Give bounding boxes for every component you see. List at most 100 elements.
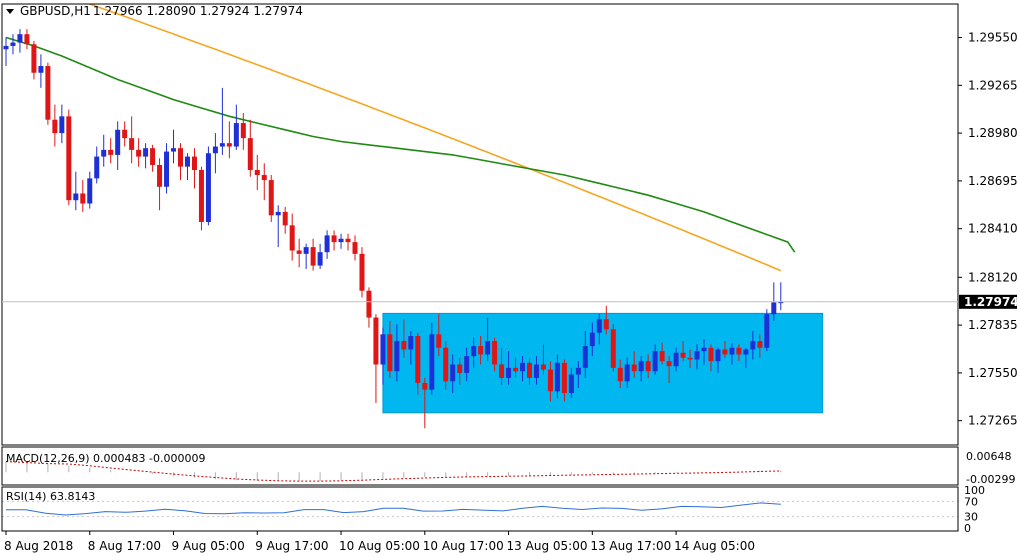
candle-body [722, 349, 728, 355]
candle [226, 121, 232, 159]
candle-body [52, 119, 58, 134]
candle [73, 171, 79, 211]
candle-body [240, 123, 246, 139]
candle [589, 322, 595, 357]
candle-body [31, 44, 37, 73]
candle [513, 357, 519, 378]
time-tick-label: 9 Aug 05:00 [172, 539, 245, 553]
candle [687, 349, 693, 368]
candle [205, 146, 211, 226]
candle-body [478, 346, 484, 355]
candle-body [540, 364, 546, 370]
time-tick-label: 10 Aug 17:00 [423, 539, 504, 553]
candle-body [136, 149, 142, 157]
candle-body [471, 346, 477, 357]
candle-body [129, 138, 135, 150]
candle [540, 344, 546, 375]
candle [429, 322, 435, 395]
candle-body [554, 362, 560, 392]
candle [582, 330, 588, 378]
candle-body [282, 211, 288, 226]
candle [303, 243, 309, 269]
candle-body [624, 364, 630, 382]
time-tick-label: 13 Aug 05:00 [507, 539, 588, 553]
candle-body [506, 367, 512, 378]
candle-body [233, 123, 239, 147]
time-tick-label: 8 Aug 17:00 [88, 539, 161, 553]
price-tick-label: 1.27835 [968, 318, 1018, 332]
candle-body [394, 341, 400, 372]
candle [94, 146, 100, 184]
candle-body [275, 211, 281, 216]
candle [659, 342, 665, 365]
price-tick-label: 1.28695 [968, 174, 1018, 188]
candle [722, 341, 728, 358]
candle-body [708, 347, 714, 362]
candle-body [115, 129, 121, 155]
candle-body [422, 382, 428, 390]
macd-pane-frame [1, 446, 959, 486]
candle [178, 143, 183, 181]
candle-body [94, 156, 100, 179]
candle [254, 154, 260, 191]
candle-body [736, 347, 742, 355]
candle [694, 344, 700, 370]
candle [87, 171, 93, 209]
candle [352, 235, 358, 261]
candle [652, 344, 658, 375]
candle [743, 347, 749, 368]
candle-body [415, 336, 421, 383]
candle [527, 357, 532, 385]
candle [561, 359, 567, 402]
last-price-tag [959, 294, 1017, 309]
price-tick-label: 1.27265 [968, 414, 1018, 428]
candle [324, 230, 330, 259]
rsi-line [6, 502, 781, 516]
candle [624, 357, 630, 388]
sma-fast-line [5, 36, 796, 253]
candle [261, 163, 267, 201]
price-tick-label: 1.28980 [968, 126, 1018, 140]
candle-body [3, 45, 9, 50]
candle [24, 29, 30, 50]
candle [533, 356, 539, 385]
candle [198, 166, 204, 231]
candle-body [59, 116, 65, 134]
candle [275, 205, 281, 248]
candle [380, 327, 386, 385]
symbol-dropdown-icon[interactable] [6, 9, 14, 14]
candle-body [589, 332, 595, 347]
rsi-pane-frame [1, 486, 959, 532]
candle-body [443, 347, 449, 382]
candle-body [687, 357, 693, 360]
macd-tick-label: 0.00648 [966, 450, 1012, 463]
candle-body [464, 356, 470, 373]
candle-body [157, 164, 163, 187]
price-tick-label: 1.28120 [968, 270, 1018, 284]
candle-body [261, 175, 267, 181]
candle [485, 317, 491, 362]
candle [673, 347, 679, 372]
candle [547, 361, 553, 402]
candle [701, 339, 707, 365]
symbol-label[interactable]: GBPUSD,H1 [20, 4, 91, 18]
candle-body [164, 151, 170, 187]
rsi-tick-label: 0 [964, 522, 971, 535]
candle-body [352, 242, 358, 254]
candle [443, 341, 449, 390]
candle-body [380, 334, 386, 365]
candle-body [408, 336, 414, 350]
candle-body [122, 129, 128, 139]
candle-body [45, 66, 51, 120]
candle-body [701, 347, 707, 352]
candle-body [743, 349, 749, 355]
candle [638, 356, 644, 382]
candle-body [212, 146, 218, 154]
candle [554, 354, 560, 399]
main-pane-frame [1, 3, 959, 446]
candle [750, 330, 756, 360]
candle-body [80, 193, 86, 204]
candle [631, 351, 637, 378]
candle [80, 180, 86, 212]
